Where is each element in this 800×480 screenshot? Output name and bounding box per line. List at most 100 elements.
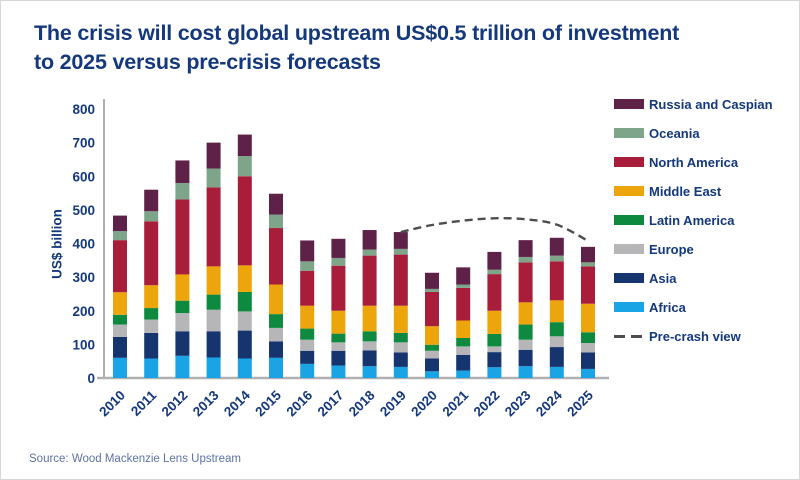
bar-segment-oceania: [456, 284, 471, 288]
bar-segment-north-america: [175, 199, 190, 275]
bar-segment-oceania: [300, 261, 315, 271]
legend-label: Pre-crash view: [649, 328, 741, 344]
bar-segment-europe: [425, 350, 439, 359]
bar-segment-oceania: [362, 249, 377, 256]
legend-item: Latin America: [614, 212, 773, 228]
bar-segment-russia-and-caspian: [237, 134, 252, 157]
bar-segment-europe: [487, 346, 502, 353]
legend-swatch: [614, 334, 644, 338]
legend-label: Africa: [649, 299, 686, 315]
bar-segment-north-america: [237, 176, 252, 266]
bar-segment-latin-america: [425, 344, 439, 351]
bar-segment-oceania: [113, 231, 127, 241]
legend-label: Middle East: [649, 183, 722, 199]
y-tick-label: 700: [72, 136, 95, 151]
bar-segment-asia: [362, 350, 377, 367]
bar-segment-north-america: [581, 266, 595, 304]
legend-item: Asia: [614, 271, 773, 286]
legend-item: Russia and Caspian: [614, 97, 773, 112]
legend-dash-segment: [631, 334, 642, 338]
chart-title: The crisis will cost global upstream US$…: [34, 19, 754, 77]
bar-segment-latin-america: [331, 333, 346, 343]
bar-segment-north-america: [113, 240, 127, 293]
bar-segment-russia-and-caspian: [487, 251, 502, 270]
x-tick-label: 2020: [408, 388, 440, 420]
bar-segment-asia: [206, 331, 221, 358]
bar-segment-asia: [300, 350, 315, 364]
bar-segment-europe: [206, 309, 221, 332]
bar-segment-europe: [300, 339, 315, 351]
bar-segment-north-america: [362, 255, 377, 306]
legend-item: Europe: [614, 242, 773, 257]
bar-segment-africa: [487, 367, 502, 378]
bar-segment-russia-and-caspian: [113, 215, 127, 232]
bar-segment-africa: [300, 363, 315, 378]
bar-segment-latin-america: [393, 332, 408, 343]
bar-segment-africa: [362, 366, 377, 378]
y-tick-label: 300: [72, 270, 95, 285]
legend-label: Latin America: [649, 212, 735, 228]
bar-segment-latin-america: [269, 314, 283, 328]
bar-segment-africa: [425, 371, 439, 378]
bar-segment-latin-america: [237, 291, 252, 312]
bar-segment-north-america: [206, 187, 221, 267]
x-tick-label: 2011: [128, 387, 160, 419]
bar-segment-oceania: [549, 255, 564, 262]
bar-segment-russia-and-caspian: [425, 272, 439, 289]
bar-segment-europe: [144, 319, 159, 333]
bar-segment-africa: [113, 357, 127, 378]
bar-segment-asia: [237, 330, 252, 359]
x-tick-label: 2012: [159, 388, 191, 420]
bar-segment-asia: [518, 349, 533, 367]
bar-segment-middle-east: [144, 285, 159, 309]
bar-segment-north-america: [456, 287, 471, 321]
y-tick-label: 500: [72, 203, 95, 218]
legend-swatch: [614, 273, 644, 283]
bar-segment-north-america: [518, 262, 533, 303]
x-tick-label: 2019: [377, 388, 409, 420]
bar-segment-middle-east: [362, 305, 377, 332]
bar-segment-africa: [269, 357, 283, 378]
bar-segment-europe: [393, 342, 408, 353]
bar-segment-asia: [425, 358, 439, 372]
y-tick-label: 400: [72, 237, 95, 252]
legend-item: Africa: [614, 299, 773, 315]
bar-segment-oceania: [425, 288, 439, 292]
source-note: Source: Wood Mackenzie Lens Upstream: [29, 453, 241, 465]
bar-segment-russia-and-caspian: [393, 232, 408, 249]
bar-segment-russia-and-caspian: [362, 230, 377, 250]
legend-swatch: [614, 99, 644, 109]
legend-swatch: [614, 215, 644, 225]
bar-segment-europe: [456, 346, 471, 355]
chart-legend: Russia and Caspian Oceania North America…: [614, 97, 773, 344]
bar-segment-north-america: [269, 228, 283, 285]
legend-swatch: [614, 186, 644, 196]
bar-segment-europe: [331, 342, 346, 351]
legend-label: North America: [649, 154, 739, 170]
x-tick-label: 2013: [190, 387, 222, 419]
legend-swatch: [614, 244, 644, 254]
bar-segment-europe: [518, 339, 533, 350]
bar-segment-latin-america: [518, 324, 533, 340]
bar-segment-oceania: [237, 156, 252, 177]
bar-segment-latin-america: [300, 328, 315, 340]
bar-segment-oceania: [206, 168, 221, 188]
bar-segment-russia-and-caspian: [269, 193, 283, 215]
bar-segment-russia-and-caspian: [456, 267, 471, 285]
bar-segment-asia: [331, 350, 346, 366]
bar-segment-oceania: [581, 262, 595, 267]
legend-item: Pre-crash view: [614, 328, 773, 344]
y-tick-label: 600: [72, 169, 95, 184]
x-tick-label: 2016: [283, 387, 315, 419]
bar-segment-north-america: [549, 261, 564, 301]
bar-segment-latin-america: [113, 314, 127, 325]
bar-segment-asia: [456, 354, 471, 371]
bar-segment-europe: [269, 327, 283, 342]
bar-segment-africa: [549, 366, 564, 378]
bar-segment-asia: [487, 352, 502, 368]
bar-segment-middle-east: [425, 326, 439, 345]
x-tick-label: 2018: [346, 387, 378, 419]
bar-segment-asia: [393, 352, 408, 367]
